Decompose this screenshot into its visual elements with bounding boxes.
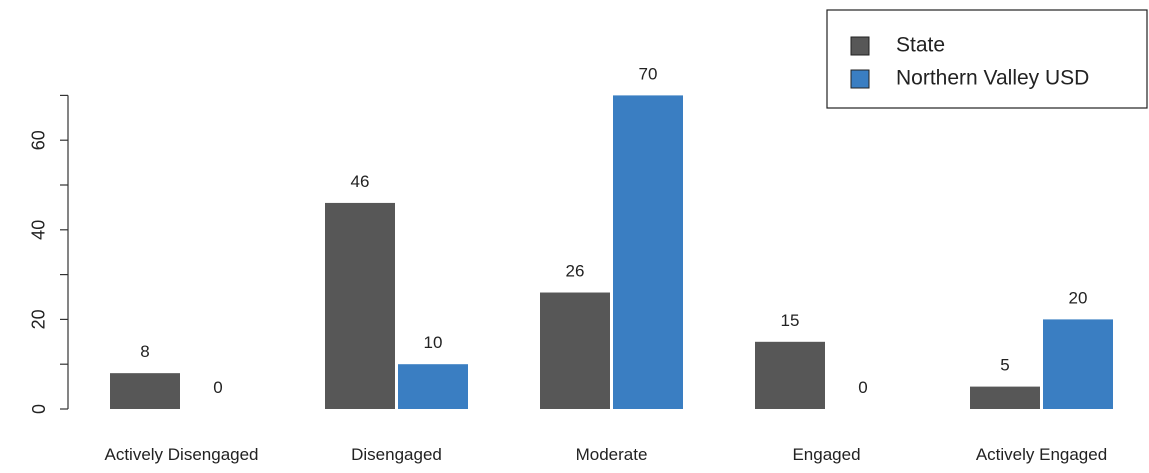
value-label: 5 bbox=[1000, 356, 1009, 375]
category-labels: Actively Disengaged Disengaged Moderate Eng… bbox=[104, 445, 1107, 464]
value-label: 0 bbox=[858, 378, 867, 397]
y-tick-label: 0 bbox=[29, 404, 49, 414]
bar-state bbox=[755, 341, 825, 409]
y-tick-label: 60 bbox=[29, 130, 49, 150]
legend-label: State bbox=[896, 34, 945, 57]
category-label: Actively Engaged bbox=[976, 445, 1107, 464]
value-label: 20 bbox=[1069, 288, 1088, 307]
value-label: 70 bbox=[639, 64, 658, 83]
bar-northern-valley-usd bbox=[613, 95, 683, 410]
category-label: Disengaged bbox=[351, 445, 442, 464]
category-label: Actively Disengaged bbox=[104, 445, 258, 464]
category-label: Engaged bbox=[792, 445, 860, 464]
value-label: 8 bbox=[140, 342, 149, 361]
value-label: 26 bbox=[566, 262, 585, 281]
legend-box bbox=[826, 9, 1148, 109]
bar-state bbox=[325, 202, 395, 409]
legend-label: Northern Valley USD bbox=[896, 67, 1089, 90]
value-label: 10 bbox=[424, 333, 443, 352]
legend: State Northern Valley USD bbox=[826, 9, 1148, 109]
bar-state bbox=[540, 292, 610, 409]
bars bbox=[110, 95, 1113, 410]
y-tick-label: 40 bbox=[29, 220, 49, 240]
category-label: Moderate bbox=[576, 445, 648, 464]
bar-state bbox=[110, 373, 180, 409]
legend-swatch bbox=[850, 36, 870, 56]
bar-northern-valley-usd bbox=[1043, 319, 1113, 409]
value-labels: 8 0 46 10 26 70 15 0 5 20 bbox=[140, 64, 1087, 397]
y-tick-label: 20 bbox=[29, 309, 49, 329]
bar-northern-valley-usd bbox=[398, 364, 468, 409]
y-axis: 0 20 40 60 bbox=[29, 94, 69, 414]
bar-state bbox=[970, 386, 1040, 409]
value-label: 15 bbox=[781, 311, 800, 330]
legend-swatch bbox=[850, 69, 870, 89]
value-label: 0 bbox=[213, 378, 222, 397]
value-label: 46 bbox=[351, 172, 370, 191]
